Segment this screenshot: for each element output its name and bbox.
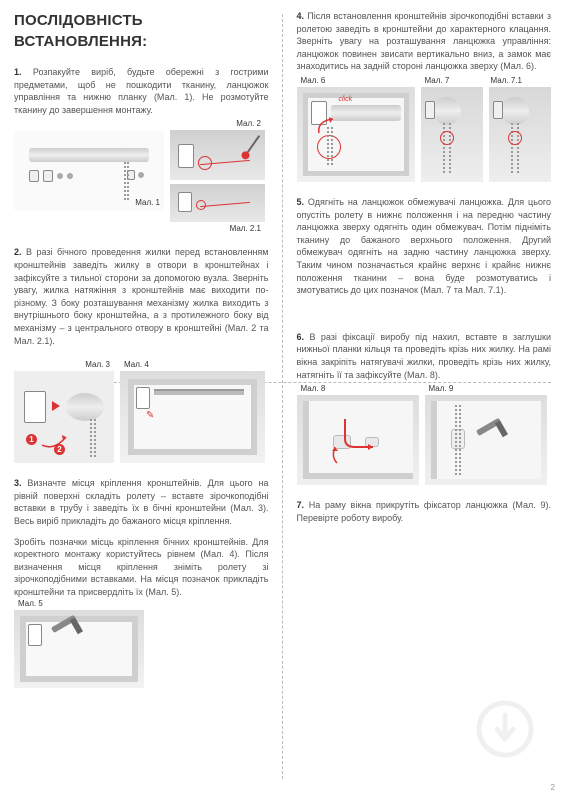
fig-label: Мал. 6 [301, 75, 326, 86]
fig-row-2: Мал. 3 1 2 Мал. 4 ✎ [14, 371, 269, 463]
fig-label: Мал. 2 [236, 118, 261, 129]
figure-3: Мал. 3 1 2 [14, 371, 114, 463]
step-5: 5. Одягніть на ланцюжок обмежувачі ланцю… [297, 196, 552, 297]
figure-2: Мал. 2 [170, 130, 265, 180]
step-1: 1. Розпакуйте виріб, будьте обережні з г… [14, 66, 269, 116]
right-column: 4. Після встановлення кронштейнів зірочк… [283, 0, 565, 799]
step-num: 4. [297, 11, 305, 21]
figure-4: Мал. 4 ✎ [120, 371, 265, 463]
step-num: 6. [297, 332, 305, 342]
fig-row-1: Мал. 1 Мал. 2 Мал. 2.1 [14, 130, 269, 222]
figure-7-1: Мал. 7.1 [489, 87, 551, 182]
step-text: Зробіть позначки місць кріплення бічних … [14, 537, 269, 597]
step-6: 6. В разі фіксації виробу під нахил, вст… [297, 331, 552, 381]
step-3b: Зробіть позначки місць кріплення бічних … [14, 536, 269, 599]
step-text: Одягніть на ланцюжок обмежувачі ланцюжка… [297, 197, 552, 295]
step-text: В разі бічного проведення жилки перед вс… [14, 247, 269, 345]
fig-label: Мал. 9 [429, 383, 454, 394]
step-text: Розпакуйте виріб, будьте обережні з гост… [14, 67, 269, 115]
figure-6: Мал. 6 click [297, 87, 415, 182]
step-text: На раму вікна прикрутіть фіксатор ланцюж… [297, 500, 552, 523]
step-4: 4. Після встановлення кронштейнів зірочк… [297, 10, 552, 73]
step-num: 2. [14, 247, 22, 257]
left-column: ПОСЛІДОВНІСТЬ ВСТАНОВЛЕННЯ: 1. Розпакуйт… [0, 0, 283, 799]
step-num: 1. [14, 67, 22, 77]
figure-8: Мал. 8 [297, 395, 419, 485]
figure-2-1: Мал. 2.1 [170, 184, 265, 222]
fig-label: Мал. 2.1 [230, 223, 261, 234]
step-text: В разі фіксації виробу під нахил, вставт… [297, 332, 552, 380]
step-7: 7. На раму вікна прикрутіть фіксатор лан… [297, 499, 552, 524]
step-num: 5. [297, 197, 305, 207]
watermark-icon [475, 699, 535, 759]
step-3: 3. Визначте місця кріплення кронштейнів.… [14, 477, 269, 527]
step-text: Після встановлення кронштейнів зірочкопо… [297, 11, 552, 71]
figure-7: Мал. 7 [421, 87, 483, 182]
step-num: 7. [297, 500, 305, 510]
vertical-divider [282, 14, 283, 779]
figure-5: Мал. 5 [14, 610, 144, 688]
fig-label: Мал. 5 [18, 598, 43, 609]
fig-label: Мал. 4 [124, 359, 149, 370]
fig-label: Мал. 7 [425, 75, 450, 86]
step-num: 3. [14, 478, 22, 488]
step-text: Визначте місця кріплення кронштейнів. Дл… [14, 478, 269, 526]
fig-label: Мал. 7.1 [491, 75, 522, 86]
click-label: click [339, 95, 353, 105]
fig-row-3: Мал. 6 click Мал. 7 Мал. 7.1 [297, 87, 552, 182]
fig-label: Мал. 3 [85, 359, 110, 370]
fig-label: Мал. 8 [301, 383, 326, 394]
fig-label: Мал. 1 [135, 197, 160, 208]
figure-9: Мал. 9 [425, 395, 547, 485]
step-2: 2. В разі бічного проведення жилки перед… [14, 246, 269, 347]
fig-row-4: Мал. 8 Мал. 9 [297, 395, 552, 485]
figure-1: Мал. 1 [14, 130, 164, 210]
page-number: 2 [551, 782, 555, 793]
page-title: ПОСЛІДОВНІСТЬ ВСТАНОВЛЕННЯ: [14, 10, 269, 52]
